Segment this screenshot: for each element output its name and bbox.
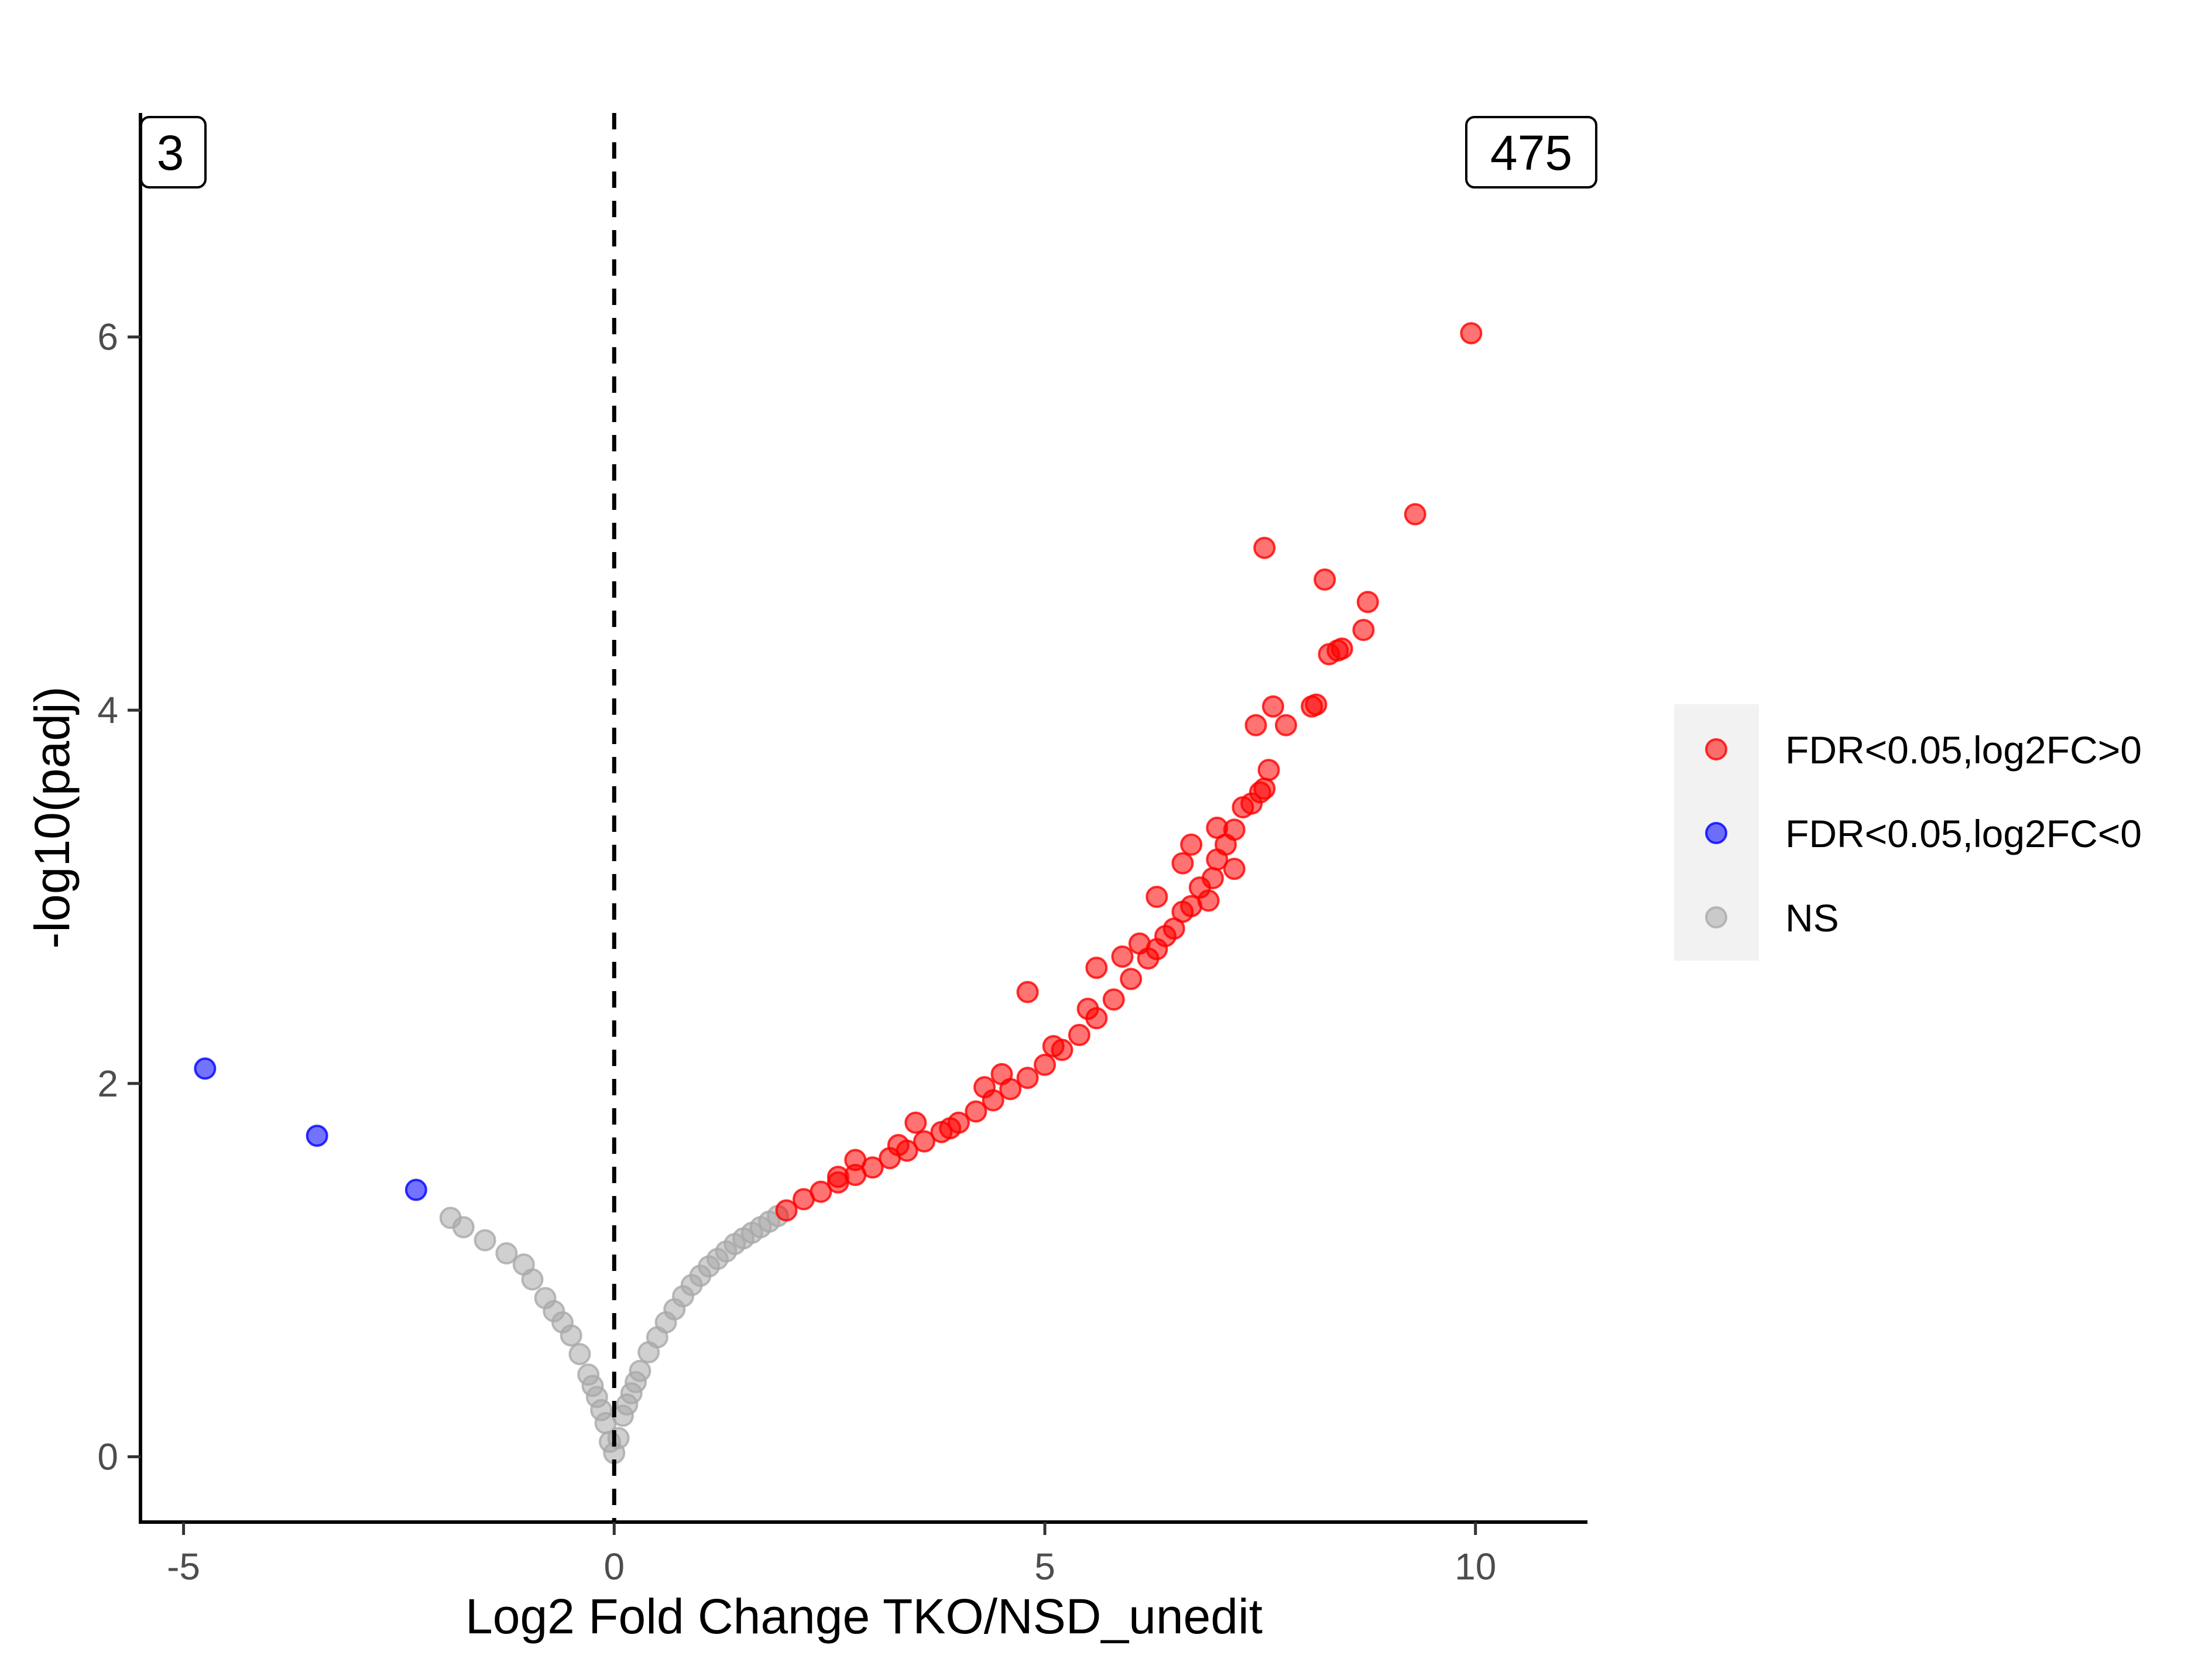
up-count-box <box>1465 116 1597 189</box>
up-point <box>1223 858 1246 880</box>
up-point <box>844 1149 867 1171</box>
up-point <box>1275 714 1297 736</box>
y-axis-title: -log10(padj) <box>25 686 80 948</box>
up-point <box>887 1134 910 1157</box>
ns-point <box>581 1375 604 1397</box>
up-point <box>965 1100 987 1123</box>
y-tick-label: 2 <box>97 1063 118 1105</box>
up-point <box>827 1166 849 1188</box>
up-point <box>1197 889 1220 912</box>
down-count-annotation: 3 <box>140 116 207 189</box>
up-point <box>1085 957 1108 979</box>
x-tick-label: -5 <box>167 1546 200 1588</box>
legend-label: FDR<0.05,log2FC<0 <box>1785 812 2142 855</box>
up-point <box>1076 998 1099 1020</box>
up-point <box>1016 981 1039 1003</box>
legend-label: FDR<0.05,log2FC>0 <box>1785 728 2142 772</box>
up-point <box>1146 938 1168 961</box>
up-point <box>990 1063 1013 1085</box>
up-point <box>1215 833 1237 856</box>
up-point <box>1016 1067 1039 1089</box>
x-axis-ticks: -5 0 5 10 <box>167 1522 1496 1588</box>
legend-key <box>1705 738 1727 760</box>
ns-point <box>568 1343 591 1366</box>
up-point <box>1244 714 1267 736</box>
ns-point <box>590 1399 613 1421</box>
ns-point <box>598 1430 621 1453</box>
y-tick-label: 6 <box>97 316 118 358</box>
up-point <box>1102 988 1125 1011</box>
up-point <box>1253 777 1276 800</box>
ns-point <box>616 1393 639 1416</box>
ns-point <box>452 1216 475 1239</box>
up-count-label: 475 <box>1490 125 1572 180</box>
down-point <box>404 1178 427 1201</box>
up-point <box>1034 1053 1056 1076</box>
x-axis-title: Log2 Fold Change TKO/NSD_unedit <box>465 1589 1263 1644</box>
y-tick-label: 0 <box>97 1435 118 1478</box>
down-point <box>306 1125 328 1147</box>
up-point <box>810 1180 832 1203</box>
legend-label: NS <box>1785 896 1839 940</box>
up-point <box>1352 619 1375 642</box>
y-axis-ticks: 0 2 4 6 <box>97 316 140 1478</box>
x-tick-label: 5 <box>1034 1546 1055 1588</box>
up-point <box>1232 796 1254 818</box>
up-point <box>1162 917 1185 940</box>
ns-point <box>625 1370 647 1393</box>
up-point <box>1404 503 1426 526</box>
up-point <box>1253 536 1276 559</box>
x-tick-label: 0 <box>603 1546 625 1588</box>
up-point <box>775 1199 798 1222</box>
up-point <box>1068 1023 1090 1046</box>
up-point <box>1356 591 1379 614</box>
up-point <box>1120 968 1143 991</box>
legend: FDR<0.05,log2FC>0 FDR<0.05,log2FC<0 NS <box>1674 704 2142 961</box>
y-tick-label: 4 <box>97 689 118 731</box>
up-point <box>1201 867 1224 890</box>
down-count-box <box>140 116 207 189</box>
up-point <box>1305 693 1328 716</box>
up-point <box>1257 759 1280 782</box>
up-point <box>904 1111 927 1134</box>
ns-point <box>560 1324 582 1347</box>
up-count-annotation: 475 <box>1465 116 1597 189</box>
up-point <box>1171 852 1194 875</box>
up-point <box>1261 695 1284 718</box>
up-point <box>1314 568 1336 591</box>
ns-point <box>521 1268 544 1291</box>
ns-point <box>474 1229 496 1252</box>
up-point <box>973 1076 996 1099</box>
down-count-label: 3 <box>157 125 184 180</box>
x-tick-label: 10 <box>1455 1546 1496 1588</box>
legend-key <box>1705 906 1727 928</box>
up-point <box>1146 885 1168 908</box>
up-point <box>939 1117 962 1140</box>
data-points <box>194 322 1483 1465</box>
up-point <box>1330 637 1353 660</box>
up-point <box>1042 1035 1065 1058</box>
up-point <box>1180 833 1203 856</box>
up-point <box>913 1130 935 1153</box>
legend-key <box>1705 822 1727 844</box>
ns-point <box>495 1242 518 1265</box>
up-point <box>1460 322 1483 345</box>
down-point <box>194 1057 217 1080</box>
up-point <box>1111 945 1134 968</box>
